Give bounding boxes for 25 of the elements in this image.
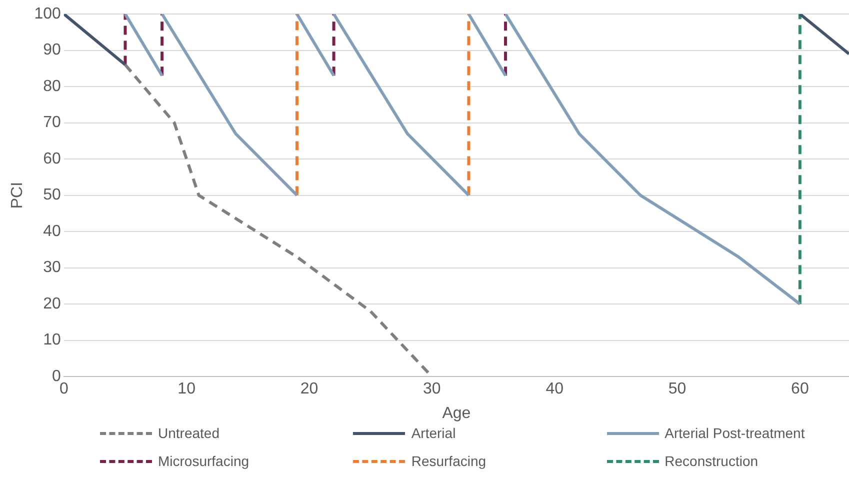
x-tick-label: 10 [178,380,196,398]
legend-label: Resurfacing [411,453,486,469]
x-tick-label: 20 [300,380,318,398]
x-tick-label: 60 [791,380,809,398]
y-tick-label: 40 [43,222,61,240]
y-tick-label: 90 [43,42,61,59]
y-tick-label: 30 [43,259,61,276]
y-axis-title: PCI [9,182,26,209]
legend-label: Reconstruction [664,453,758,469]
y-tick-label: 10 [43,332,61,349]
y-tick-label: 20 [43,295,61,312]
x-tick-label: 30 [423,380,441,398]
x-tick-label: 50 [668,380,686,398]
legend-label: Untreated [158,425,220,441]
legend-label: Arterial Post-treatment [664,425,805,441]
y-tick-label: 80 [43,78,61,95]
y-tick-label: 100 [34,5,61,22]
y-tick-label: 50 [43,186,61,204]
legend-label: Microsurfacing [158,453,250,469]
legend-label: Arterial [411,425,456,441]
x-axis-title: Age [442,404,471,422]
y-tick-label: 0 [52,368,61,386]
y-tick-label: 70 [43,114,61,132]
y-tick-label: 60 [43,150,61,168]
x-tick-label: 40 [546,380,564,398]
